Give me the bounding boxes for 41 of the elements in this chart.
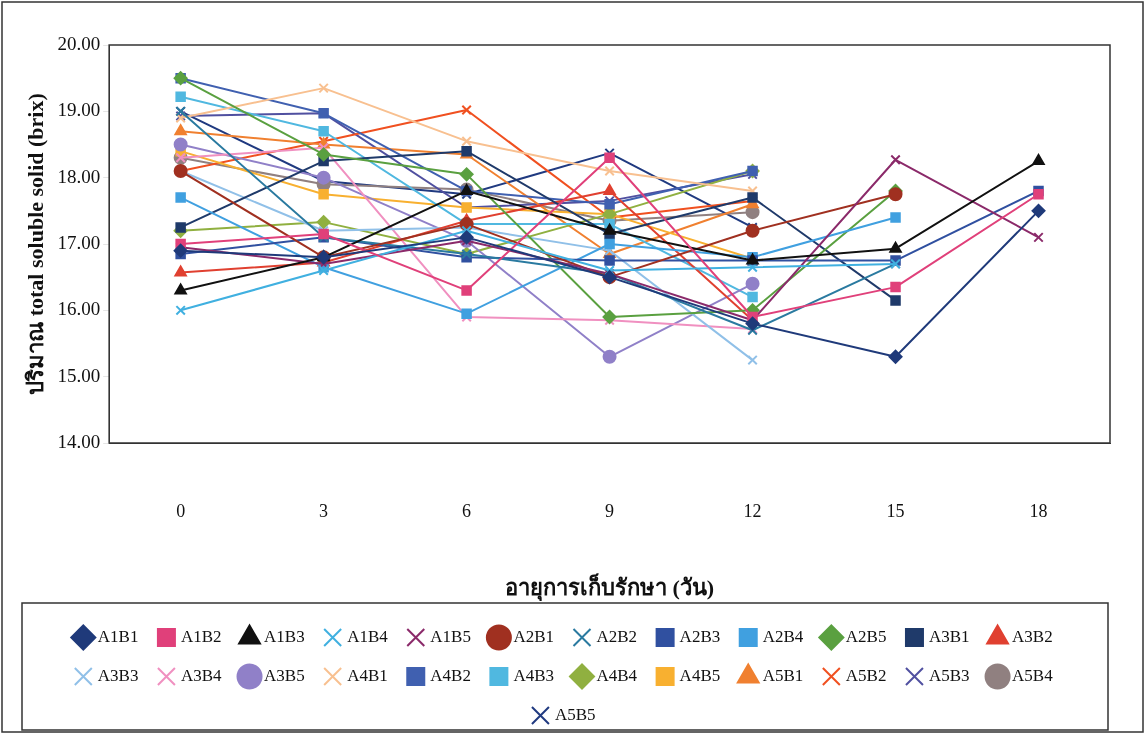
legend-label: A3B3 — [97, 665, 139, 685]
legend-label: A4B5 — [679, 665, 721, 685]
legend-label: A4B2 — [430, 665, 471, 685]
legend-label: A1B4 — [347, 626, 389, 646]
legend-label: A5B2 — [845, 665, 887, 685]
y-tick-label: 18.00 — [57, 165, 101, 187]
y-tick-label: 17.00 — [57, 231, 101, 253]
legend-label: A4B1 — [347, 665, 388, 685]
legend-label: A3B4 — [180, 665, 223, 685]
x-axis-title: อายุการเก็บรักษา (วัน) — [505, 573, 715, 603]
x-tick-label: 3 — [319, 500, 329, 521]
legend-label: A2B2 — [596, 626, 638, 646]
y-tick-label: 19.00 — [57, 99, 101, 121]
legend-label: A1B2 — [180, 626, 222, 646]
legend-label: A2B4 — [762, 626, 804, 646]
x-tick-label: 9 — [605, 500, 615, 521]
legend-label: A3B5 — [264, 665, 305, 685]
legend-label: A1B5 — [430, 626, 471, 646]
legend-label: A5B1 — [762, 665, 804, 685]
legend-label: A5B5 — [554, 704, 596, 724]
x-tick-label: 15 — [886, 500, 905, 521]
y-axis-title: ปริมาณ total soluble solid (brix) — [22, 93, 48, 395]
legend-label: A4B3 — [513, 665, 555, 685]
legend-label: A1B3 — [264, 626, 305, 646]
x-tick-label: 0 — [176, 500, 186, 521]
legend-label: A2B5 — [845, 626, 887, 646]
legend-label: A2B3 — [679, 626, 721, 646]
x-tick-label: 18 — [1029, 500, 1048, 521]
x-tick-label: 6 — [462, 500, 472, 521]
legend-label: A3B2 — [1012, 626, 1053, 646]
legend-label: A1B1 — [97, 626, 139, 646]
x-tick-label: 12 — [743, 500, 762, 521]
y-tick-label: 20.00 — [57, 32, 101, 54]
y-tick-label: 16.00 — [57, 298, 101, 320]
y-tick-label: 14.00 — [57, 430, 101, 452]
y-tick-label: 15.00 — [57, 364, 101, 386]
legend-label: A5B3 — [928, 665, 970, 685]
legend-label: A2B1 — [513, 626, 555, 646]
legend-label: A5B4 — [1012, 665, 1054, 685]
legend-label: A4B4 — [596, 665, 638, 685]
legend-label: A3B1 — [928, 626, 970, 646]
